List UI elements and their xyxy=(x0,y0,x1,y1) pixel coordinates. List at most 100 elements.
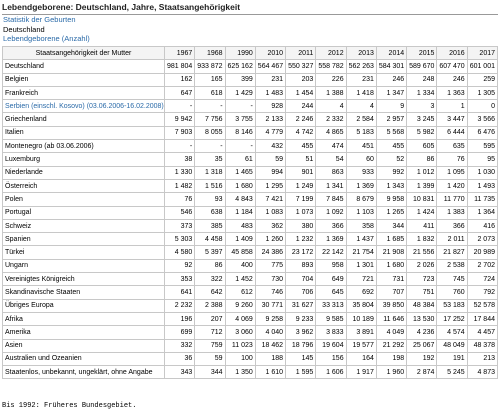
cell: 1 437 xyxy=(345,232,377,247)
cell: 584 301 xyxy=(375,59,408,74)
cell: 76 xyxy=(163,192,196,207)
cell: 226 xyxy=(315,72,347,87)
cell: 246 xyxy=(436,72,468,87)
cell: 10 189 xyxy=(345,311,377,327)
cell: 4 843 xyxy=(224,192,256,207)
cell: 4 049 xyxy=(375,325,408,340)
cell: - xyxy=(224,99,256,114)
cell: 48 378 xyxy=(466,338,499,353)
cell: 3 962 xyxy=(285,325,317,340)
cell: 3 xyxy=(406,99,438,114)
row-label: Spanien xyxy=(2,232,165,247)
subtitle-block: Statistik der Geburten Deutschland Leben… xyxy=(3,15,90,44)
cell: 4 742 xyxy=(285,125,317,141)
cell: 145 xyxy=(285,351,317,367)
cell: 36 xyxy=(163,351,196,367)
cell: 1 482 xyxy=(163,178,196,194)
cell: 2 133 xyxy=(254,112,287,127)
cell: 612 xyxy=(224,285,256,300)
cell: 45 858 xyxy=(224,245,256,260)
table-row: Deutschland 981 804 933 872 625 162 564 467 5… xyxy=(2,59,499,74)
table-row: Skandinavische Staaten 641 642 612 746 706 645… xyxy=(2,285,499,300)
cell: 1 265 xyxy=(375,205,408,220)
cell: 451 xyxy=(345,139,377,154)
cell: 1 429 xyxy=(224,85,256,101)
table-row: Übriges Europa 2 232 2 388 9 260 30 771 31 62… xyxy=(2,298,499,313)
row-label: Amerika xyxy=(2,325,165,340)
cell: 1 347 xyxy=(375,85,408,101)
link[interactable]: Statistik der Geburten xyxy=(3,15,76,24)
table-row: Luxemburg 38 35 61 59 51 54 60 52 86 76 95 xyxy=(2,152,499,167)
cell: - xyxy=(163,139,196,154)
cell: 4 xyxy=(315,99,347,114)
cell: 362 xyxy=(254,218,287,234)
table-row: Türkei 4 580 5 397 45 858 24 386 23 172 22 142… xyxy=(2,245,499,260)
column-header: 2013 xyxy=(345,45,377,61)
cell: 100 xyxy=(224,351,256,367)
row-label: Ungarn xyxy=(2,258,165,274)
cell: 38 xyxy=(163,152,196,167)
cell: 3 566 xyxy=(466,112,499,127)
cell: 358 xyxy=(345,218,377,234)
cell: 344 xyxy=(375,218,408,234)
cell: 51 xyxy=(285,152,317,167)
row-label: Österreich xyxy=(2,178,165,194)
row-label: Staatenlos, unbekannt, ungeklärt, ohne A… xyxy=(2,365,165,380)
cell: 958 xyxy=(315,258,347,274)
cell: 1 399 xyxy=(406,178,438,194)
cell: 164 xyxy=(345,351,377,367)
cell: 1 305 xyxy=(466,85,499,101)
table-row: Schweiz 373 385 483 362 380 366 358 344 411 366 416 xyxy=(2,218,499,234)
cell: 48 384 xyxy=(406,298,438,313)
cell: 704 xyxy=(285,272,317,287)
cell: 4 236 xyxy=(406,325,438,340)
cell: 3 245 xyxy=(406,112,438,127)
cell: 0 xyxy=(466,99,499,114)
table-row: Montenegro (ab 03.06.2006) - - -432 455 474 45… xyxy=(2,139,499,154)
cell: 4 040 xyxy=(254,325,287,340)
cell: 3 891 xyxy=(345,325,377,340)
cell: - xyxy=(224,139,256,154)
cell: 901 xyxy=(285,165,317,180)
cell: 17 844 xyxy=(466,311,499,327)
cell: 332 xyxy=(163,338,196,353)
cell: 2 332 xyxy=(315,112,347,127)
cell: - xyxy=(163,99,196,114)
cell: 731 xyxy=(375,272,408,287)
cell: 17 252 xyxy=(436,311,468,327)
cell: 52 578 xyxy=(466,298,499,313)
cell: 1 103 xyxy=(345,205,377,220)
cell: 647 xyxy=(163,85,196,101)
cell: 366 xyxy=(436,218,468,234)
column-header: 1967 xyxy=(163,45,196,61)
row-label[interactable]: Serbien (einschl. Kosovo) (03.06.2006-16… xyxy=(2,99,165,114)
cell: 1 369 xyxy=(345,178,377,194)
cell: 1 917 xyxy=(345,365,377,380)
cell: 248 xyxy=(406,72,438,87)
cell: 893 xyxy=(285,258,317,274)
cell: 21 908 xyxy=(375,245,408,260)
cell: 792 xyxy=(466,285,499,300)
cell: 724 xyxy=(466,272,499,287)
row-label: Übriges Europa xyxy=(2,298,165,313)
row-label: Asien xyxy=(2,338,165,353)
link[interactable]: Lebendgeborene (Anzahl) xyxy=(3,34,90,43)
cell: 7 845 xyxy=(315,192,347,207)
cell: 432 xyxy=(254,139,287,154)
cell: 60 xyxy=(345,152,377,167)
cell: 1 680 xyxy=(224,178,256,194)
cell: 9 942 xyxy=(163,112,196,127)
cell: 48 049 xyxy=(436,338,468,353)
cell: 10 831 xyxy=(406,192,438,207)
cell: 562 263 xyxy=(345,59,377,74)
cell: 3 833 xyxy=(315,325,347,340)
cell: 21 292 xyxy=(375,338,408,353)
cell: 399 xyxy=(224,72,256,87)
row-label: Montenegro (ab 03.06.2006) xyxy=(2,139,165,154)
cell: 213 xyxy=(466,351,499,367)
cell: 9 233 xyxy=(285,311,317,327)
cell: 1 420 xyxy=(436,178,468,194)
cell: 863 xyxy=(315,165,347,180)
cell: 3 060 xyxy=(224,325,256,340)
cell: 5 397 xyxy=(194,245,226,260)
